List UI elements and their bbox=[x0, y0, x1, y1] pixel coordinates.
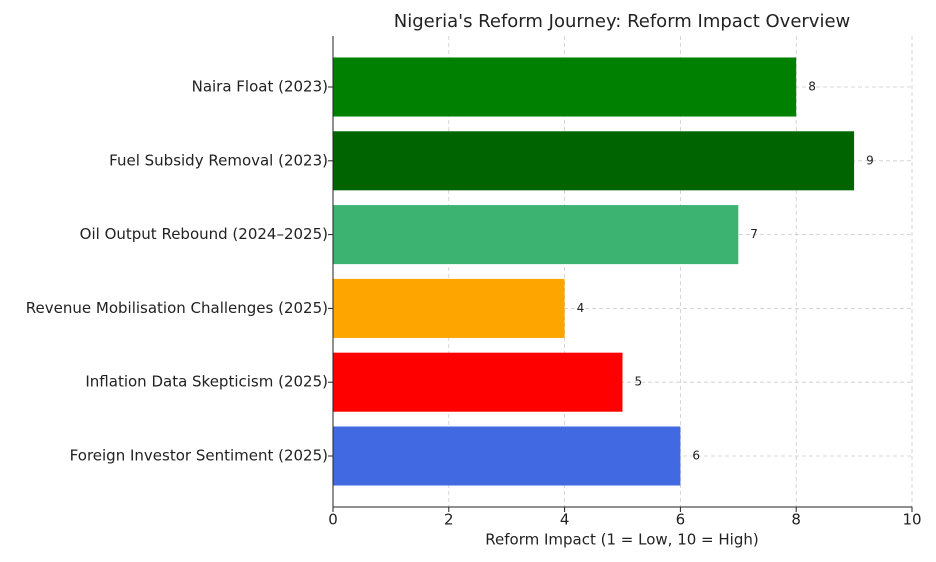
value-label: 8 bbox=[808, 80, 816, 94]
bar bbox=[333, 131, 855, 191]
bar bbox=[333, 352, 623, 412]
y-tick-label: Naira Float (2023) bbox=[192, 78, 328, 96]
value-label: 4 bbox=[577, 301, 585, 315]
value-label: 7 bbox=[750, 227, 758, 241]
value-label: 6 bbox=[692, 449, 700, 463]
y-tick-label: Foreign Investor Sentiment (2025) bbox=[70, 447, 328, 465]
x-tick-label: 6 bbox=[676, 511, 686, 529]
bar bbox=[333, 205, 739, 265]
bar bbox=[333, 57, 797, 117]
x-tick-label: 10 bbox=[902, 511, 921, 529]
x-axis-label: Reform Impact (1 = Low, 10 = High) bbox=[485, 531, 758, 549]
value-label: 9 bbox=[866, 153, 874, 167]
y-tick-label: Oil Output Rebound (2024–2025) bbox=[80, 225, 328, 243]
x-tick-label: 8 bbox=[791, 511, 801, 529]
chart-title: Nigeria's Reform Journey: Reform Impact … bbox=[394, 11, 851, 32]
y-tick-label: Inflation Data Skepticism (2025) bbox=[85, 373, 328, 391]
x-tick-label: 0 bbox=[328, 511, 338, 529]
value-label: 5 bbox=[635, 375, 643, 389]
y-tick-label: Revenue Mobilisation Challenges (2025) bbox=[26, 299, 328, 317]
x-tick-label: 4 bbox=[560, 511, 570, 529]
bar bbox=[333, 426, 681, 486]
x-tick-label: 2 bbox=[444, 511, 454, 529]
bar bbox=[333, 278, 565, 338]
y-tick-label: Fuel Subsidy Removal (2023) bbox=[109, 151, 328, 169]
